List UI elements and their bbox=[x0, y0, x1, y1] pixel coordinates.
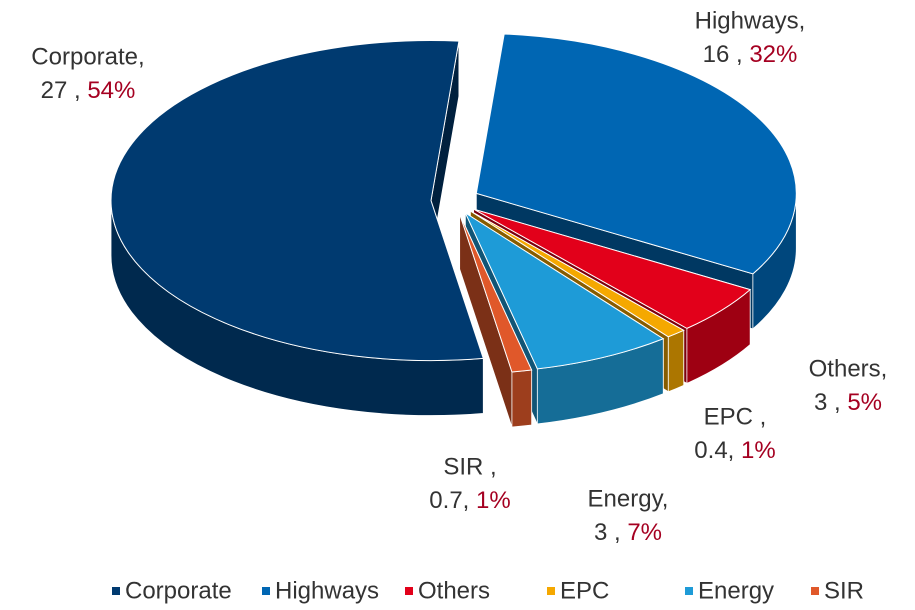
legend-swatch bbox=[262, 587, 270, 595]
data-label-percent: 54% bbox=[87, 77, 135, 104]
legend-swatch bbox=[112, 587, 120, 595]
data-label-amount: 3 , bbox=[814, 389, 841, 416]
data-label-value: 3 , 5% bbox=[814, 389, 882, 416]
data-label-value: 16 , 32% bbox=[703, 41, 798, 68]
slice bbox=[110, 40, 484, 362]
data-label-name: SIR , bbox=[443, 453, 496, 480]
legend-swatch bbox=[547, 587, 555, 595]
legend-swatch bbox=[685, 587, 693, 595]
legend-swatch bbox=[405, 587, 413, 595]
legend-label: Corporate bbox=[125, 577, 232, 604]
data-label-value: 3 , 7% bbox=[594, 519, 662, 546]
legend-swatch bbox=[811, 587, 819, 595]
slice-group bbox=[464, 211, 665, 425]
data-label-percent: 1% bbox=[741, 437, 776, 464]
data-label-amount: 16 , bbox=[703, 41, 743, 68]
slice bbox=[473, 208, 752, 329]
data-label-amount: 0.4, bbox=[694, 437, 734, 464]
data-label-name: EPC , bbox=[704, 403, 767, 430]
slice-outer-side bbox=[511, 369, 533, 428]
data-label-value: 0.7, 1% bbox=[429, 487, 510, 514]
data-label-percent: 1% bbox=[476, 487, 511, 514]
data-label-name: Energy, bbox=[588, 485, 669, 512]
slice bbox=[464, 211, 665, 370]
slice-group bbox=[459, 213, 533, 428]
data-label-name: Others, bbox=[809, 355, 888, 382]
data-label-amount: 27 , bbox=[41, 77, 81, 104]
data-label-value: 27 , 54% bbox=[41, 77, 136, 104]
slice bbox=[459, 213, 533, 373]
legend-label: Highways bbox=[275, 577, 379, 604]
legend-label: SIR bbox=[824, 577, 864, 604]
legend-label: EPC bbox=[560, 577, 609, 604]
data-label-percent: 7% bbox=[627, 519, 662, 546]
legend-label: Energy bbox=[698, 577, 774, 604]
data-label-name: Corporate, bbox=[31, 43, 144, 70]
legend-label: Others bbox=[418, 577, 490, 604]
data-label-percent: 5% bbox=[847, 389, 882, 416]
data-label-percent: 32% bbox=[749, 41, 797, 68]
slice-group bbox=[110, 40, 484, 416]
slice bbox=[475, 33, 797, 275]
data-label-name: Highways, bbox=[695, 7, 806, 34]
slice-outer-side bbox=[667, 329, 685, 393]
data-label-amount: 0.7, bbox=[429, 487, 469, 514]
slice bbox=[470, 210, 685, 338]
data-label-value: 0.4, 1% bbox=[694, 437, 775, 464]
data-label-amount: 3 , bbox=[594, 519, 621, 546]
